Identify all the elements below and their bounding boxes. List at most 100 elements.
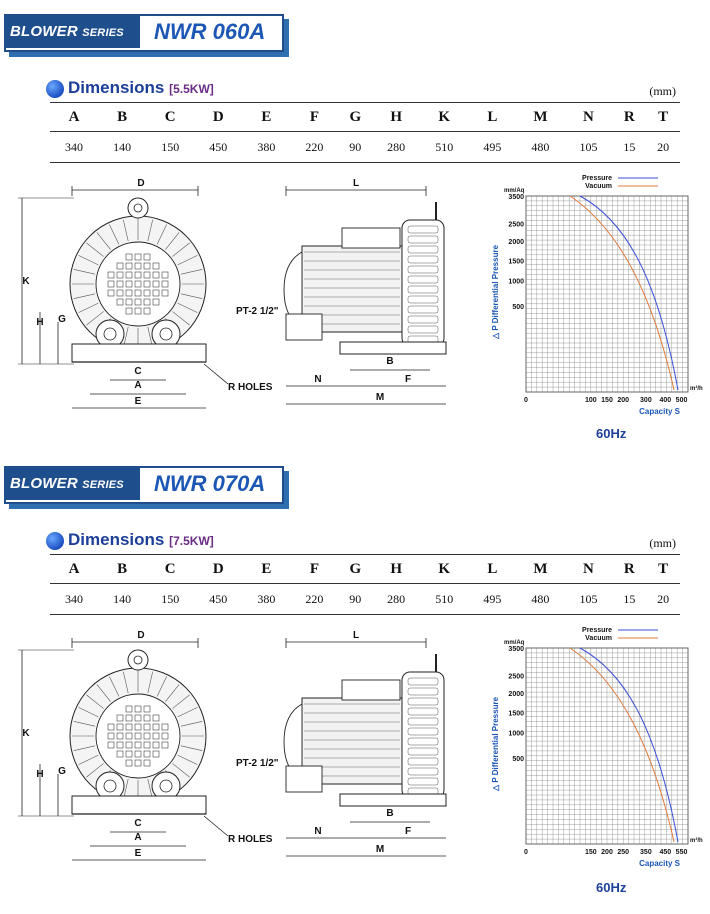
pressure-curve — [579, 647, 679, 843]
x-tick-label: 250 — [617, 849, 629, 856]
dim-label-f: F — [405, 374, 411, 385]
pt-port-label: PT-2 1/2" — [236, 306, 279, 317]
x-tick-label: 550 — [676, 849, 688, 856]
dim-label-b: B — [386, 808, 393, 819]
y-tick-label: 500 — [512, 756, 524, 763]
y-tick-label: 1500 — [508, 259, 524, 266]
table-header: K — [420, 554, 469, 584]
legend-label: Pressure — [582, 627, 612, 634]
dimensions-title: Dimensions — [68, 78, 165, 97]
unit-label: (mm) — [649, 536, 676, 550]
table-header: E — [242, 102, 291, 132]
table-header: C — [146, 102, 195, 132]
dim-label-l: L — [353, 630, 359, 641]
table-cell: 105 — [564, 131, 613, 163]
table-header: G — [338, 554, 373, 584]
table-cell: 480 — [516, 131, 565, 163]
table-cell: 20 — [646, 131, 680, 163]
dim-label-c: C — [134, 366, 141, 377]
y-tick-label: 2000 — [508, 691, 524, 698]
x-unit-label: m³/h — [690, 837, 703, 844]
y-tick-label: 2000 — [508, 239, 524, 246]
table-header: N — [564, 102, 613, 132]
table-header: H — [372, 102, 421, 132]
table-cell: 510 — [420, 131, 469, 163]
bullet-icon — [46, 532, 64, 550]
legend-label: Vacuum — [585, 635, 612, 642]
table-header: M — [516, 102, 565, 132]
series-banner: BLOWER SERIES NWR 070A — [4, 466, 286, 506]
r-holes-label: R HOLES — [228, 834, 273, 845]
power-rating: [5.5KW] — [169, 82, 214, 96]
bullet-icon — [46, 80, 64, 98]
table-cell: 90 — [338, 583, 373, 615]
side-view-drawing: L PT-2 1/2" B N F M — [236, 630, 447, 857]
x-tick-label: 200 — [617, 397, 629, 404]
table-cell: 510 — [420, 583, 469, 615]
table-cell: 495 — [468, 583, 517, 615]
table-header: L — [468, 102, 517, 132]
table-header: F — [290, 554, 339, 584]
x-unit-label: m³/h — [690, 385, 703, 392]
table-cell: 450 — [194, 583, 243, 615]
power-rating: [7.5KW] — [169, 534, 214, 548]
dimensions-table: A B C D E F G H K L M N R T 340 140 150 450 380 220 90 280 510… — [50, 554, 680, 615]
dim-label-c: C — [134, 818, 141, 829]
table-cell: 340 — [50, 583, 99, 615]
blower-section-2: BLOWER SERIES NWR 070A Dimensions [7.5KW] (… — [0, 452, 710, 909]
x-tick-label: 150 — [601, 397, 613, 404]
frequency-label: 60Hz — [596, 426, 627, 441]
table-header: K — [420, 102, 469, 132]
y-tick-label: 3500 — [508, 194, 524, 201]
table-cell: 220 — [290, 583, 339, 615]
r-holes-label: R HOLES — [228, 382, 273, 393]
dim-label-e: E — [135, 396, 142, 407]
table-row: 340 140 150 450 380 220 90 280 510 495 480 105 15 20 — [50, 131, 680, 163]
dim-label-b: B — [386, 356, 393, 367]
pressure-curve — [579, 195, 679, 391]
x-tick-label: 100 — [585, 397, 597, 404]
table-cell: 20 — [646, 583, 680, 615]
table-cell: 380 — [242, 131, 291, 163]
y-tick-label: 1000 — [508, 730, 524, 737]
dim-label-g: G — [58, 766, 66, 777]
table-header: A — [50, 554, 99, 584]
vacuum-curve — [569, 647, 675, 843]
dimensions-table: A B C D E F G H K L M N R T 340 140 150 450 380 220 90 280 510… — [50, 102, 680, 163]
table-cell: 280 — [372, 131, 421, 163]
side-view-drawing: L PT-2 1/2" B N F M — [236, 178, 447, 405]
y-tick-label: 3500 — [508, 646, 524, 653]
series-label: BLOWER SERIES — [4, 14, 140, 48]
table-header: T — [646, 102, 680, 132]
pt-port-label: PT-2 1/2" — [236, 758, 279, 769]
series-banner: BLOWER SERIES NWR 060A — [4, 14, 286, 54]
y-tick-label: 2500 — [508, 221, 524, 228]
dim-label-m: M — [376, 392, 384, 403]
y-tick-label: 500 — [512, 304, 524, 311]
series-label: BLOWER SERIES — [4, 466, 140, 500]
table-header: D — [194, 554, 243, 584]
x-tick-label: 400 — [659, 397, 671, 404]
dim-label-f: F — [405, 826, 411, 837]
y-tick-label: 1500 — [508, 711, 524, 718]
table-header: E — [242, 554, 291, 584]
dim-label-d: D — [137, 178, 144, 189]
table-cell: 380 — [242, 583, 291, 615]
table-header: B — [98, 554, 147, 584]
legend-label: Pressure — [582, 175, 612, 182]
table-cell: 15 — [612, 583, 647, 615]
table-row: 340 140 150 450 380 220 90 280 510 495 480 105 15 20 — [50, 583, 680, 615]
dim-label-k: K — [22, 728, 30, 739]
table-cell: 150 — [146, 131, 195, 163]
dim-label-h: H — [36, 317, 43, 328]
frequency-label: 60Hz — [596, 880, 627, 895]
table-cell: 280 — [372, 583, 421, 615]
x-tick-label: 500 — [676, 397, 688, 404]
dimensions-title: Dimensions — [68, 530, 165, 549]
table-cell: 140 — [98, 583, 147, 615]
dim-label-d: D — [137, 630, 144, 641]
